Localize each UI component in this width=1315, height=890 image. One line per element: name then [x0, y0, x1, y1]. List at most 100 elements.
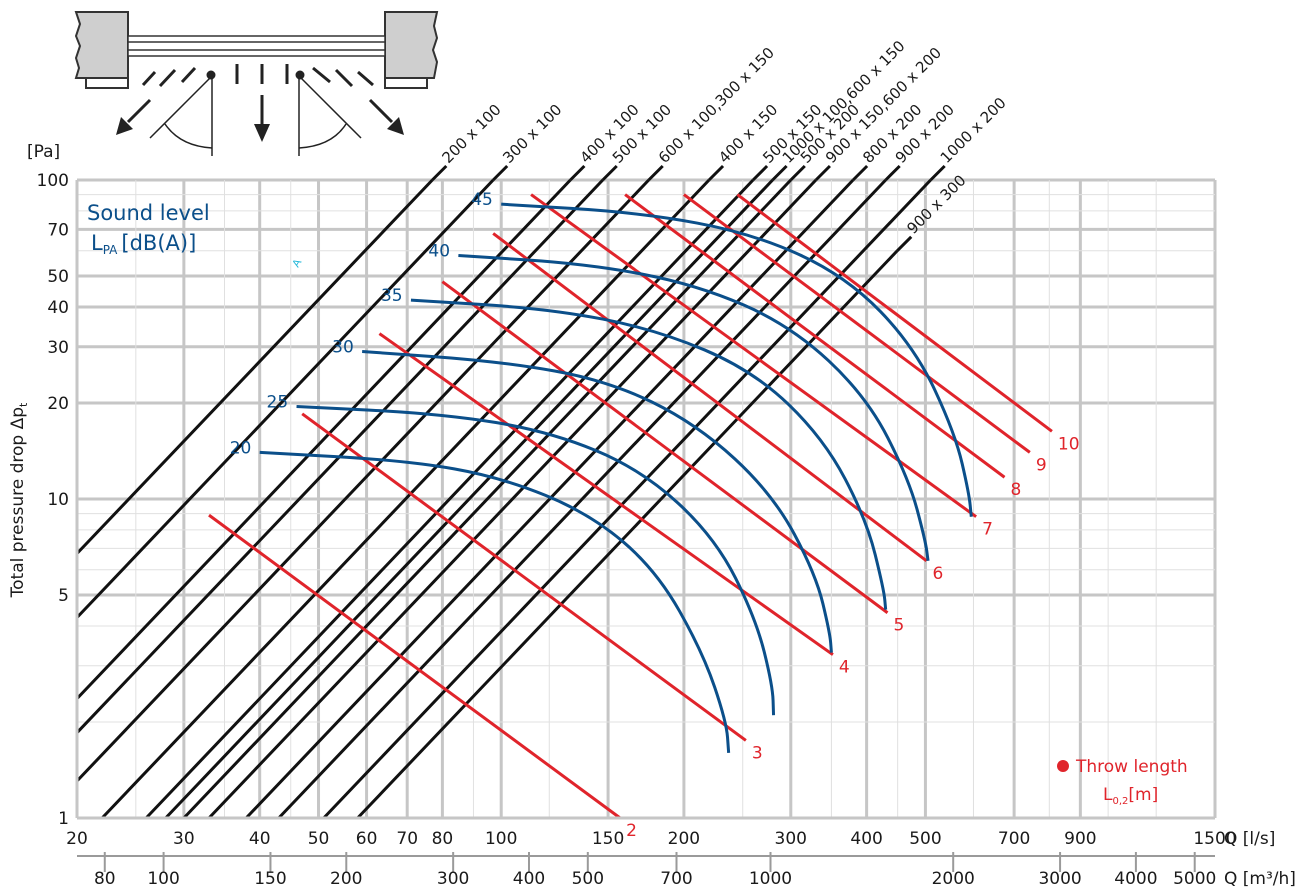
x2-tick-label: 700	[660, 869, 692, 889]
x-tick-label: 80	[432, 829, 454, 849]
sound-curve-label: 20	[230, 438, 252, 458]
duct-left-block	[74, 11, 129, 89]
size-line-ext	[852, 164, 869, 182]
y-tick-label: 70	[47, 220, 69, 240]
throw-length-unit: L0,2[m]	[1103, 785, 1158, 807]
x-tick-label: 700	[998, 829, 1030, 849]
x2-tick-label: 3000	[1038, 869, 1081, 889]
sound-curve	[259, 450, 731, 753]
x-tick-label: 300	[775, 829, 807, 849]
throw-line-label: 4	[839, 658, 850, 678]
sound-curve	[458, 253, 930, 562]
chart-labels: [Pa] Total pressure drop Δpt Q [l/s] Q [m³/…	[8, 142, 1296, 889]
throw-line	[441, 280, 889, 614]
y-unit-label: [Pa]	[27, 142, 60, 162]
x2-tick-label: 1000	[749, 869, 792, 889]
air-direction-arrows	[116, 64, 404, 142]
x-tick-label: 100	[485, 829, 517, 849]
x-tick-label: 200	[668, 829, 700, 849]
grille-bar	[127, 35, 386, 57]
axes: 20 30 40 50 60 70 80 100 150 200 300 400 500 700 900 15…	[37, 171, 1237, 889]
sound-curve-label: 45	[471, 190, 493, 210]
sound-curve	[501, 202, 973, 517]
size-line-label: 300 x 100	[499, 101, 565, 167]
throw-line-label: 3	[752, 743, 763, 763]
sound-curve-label: 40	[428, 241, 450, 261]
angle-guides	[149, 75, 362, 156]
sound-curve	[362, 349, 833, 653]
size-line-ext	[569, 164, 586, 182]
size-line-ext	[752, 164, 769, 182]
x-tick-label: 1500	[1193, 829, 1236, 849]
x-tick-label: 50	[308, 829, 330, 849]
size-line-ext	[929, 164, 946, 182]
throw-line	[530, 193, 977, 518]
y-axis-title-sub: t	[17, 402, 30, 407]
x-tick-label: 900	[1064, 829, 1096, 849]
size-line-label: 200 x 100	[438, 101, 504, 167]
size-line	[75, 178, 572, 700]
grid	[75, 178, 1217, 820]
y-tick-label: 30	[47, 338, 69, 358]
y-tick-label: 5	[58, 586, 69, 606]
size-line	[322, 178, 932, 820]
y-tick-label: 1	[58, 809, 69, 829]
x2-tick-label: 100	[147, 869, 179, 889]
throw-line-label: 10	[1058, 434, 1080, 454]
sound-curve-label: 30	[332, 337, 354, 357]
size-line	[356, 249, 899, 820]
x2-tick-label: 150	[254, 869, 286, 889]
x2-tick-label: 2000	[932, 869, 975, 889]
y-axis-title: Total pressure drop Δpt	[8, 402, 30, 598]
sound-level-unit: LPA [dB(A)]	[91, 231, 196, 257]
size-line-ext	[601, 164, 618, 182]
throw-line	[624, 193, 1006, 479]
x-tick-label: 400	[850, 829, 882, 849]
size-line	[207, 178, 817, 820]
size-line-ext	[707, 164, 725, 182]
throw-line-label: 7	[982, 520, 993, 540]
x2-axis-title: Q [m³/h]	[1224, 869, 1296, 889]
sound-curve	[410, 298, 888, 610]
throw-line	[683, 193, 1031, 454]
x-tick-label: 60	[356, 829, 378, 849]
sound-level-unit-suffix: [dB(A)]	[121, 231, 196, 255]
x-tick-label: 20	[66, 829, 88, 849]
x-tick-label: 30	[173, 829, 195, 849]
sound-curve-label: 25	[267, 392, 289, 412]
x2-tick-label: 400	[513, 869, 545, 889]
throw-line-label: 5	[894, 616, 905, 636]
x2-tick-label: 500	[572, 869, 604, 889]
throw-length-unit-suffix: [m]	[1128, 785, 1158, 805]
size-line	[164, 178, 774, 820]
throw-length-marker	[1057, 760, 1069, 772]
diffuser-illustration	[74, 11, 439, 156]
x-axis-title: Q [l/s]	[1224, 829, 1275, 849]
size-line	[75, 178, 434, 555]
throw-length-title: Throw length	[1075, 757, 1188, 777]
size-line	[101, 178, 711, 820]
throw-length-unit-sub: 0,2	[1112, 796, 1128, 807]
x-tick-label: 70	[396, 829, 418, 849]
y-tick-label: 100	[37, 171, 69, 191]
size-line-ext	[884, 164, 901, 182]
size-line	[75, 178, 495, 619]
size-line-ext	[431, 164, 448, 182]
throw-line-label: 2	[626, 821, 637, 841]
size-line-ext	[789, 164, 806, 182]
sound-level-unit-sub: PA	[103, 243, 118, 257]
y-tick-label: 50	[47, 267, 69, 287]
x2-tick-label: 200	[330, 869, 362, 889]
x2-tick-label: 300	[437, 869, 469, 889]
size-line	[75, 178, 650, 783]
throw-line-label: 9	[1036, 455, 1047, 475]
y-tick-label: 20	[47, 394, 69, 414]
throw-line-label: 8	[1011, 480, 1022, 500]
size-line	[145, 178, 755, 820]
x-tick-label: 40	[249, 829, 271, 849]
sound-level-title: Sound level	[87, 201, 210, 225]
